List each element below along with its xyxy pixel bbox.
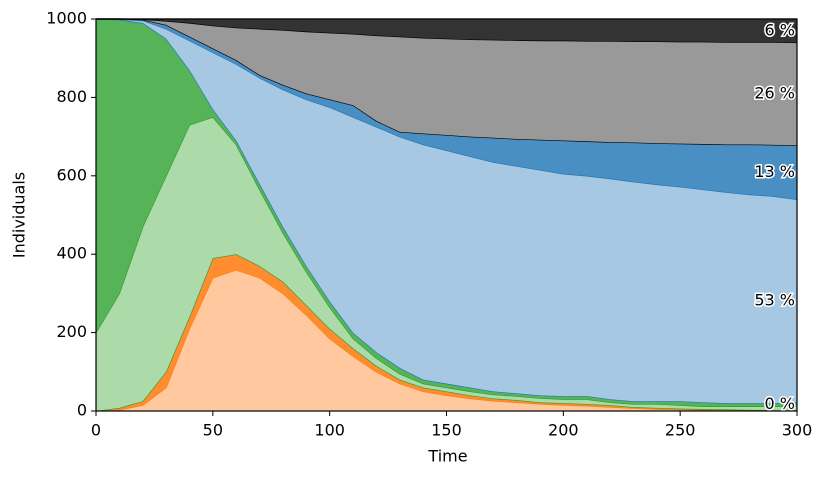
y-tick-label: 1000 bbox=[46, 9, 87, 28]
x-tick-label: 150 bbox=[431, 421, 462, 440]
y-tick-label: 0 bbox=[77, 401, 87, 420]
area bbox=[96, 19, 797, 200]
area bbox=[96, 19, 797, 407]
x-tick-label: 100 bbox=[314, 421, 345, 440]
y-axis-label: Individuals bbox=[10, 172, 29, 258]
y-tick-label: 200 bbox=[56, 322, 87, 341]
x-tick-label: 50 bbox=[203, 421, 223, 440]
x-axis-label: Time bbox=[427, 447, 467, 466]
end-label: 6 % bbox=[765, 20, 795, 39]
area bbox=[96, 19, 797, 404]
area bbox=[96, 269, 797, 411]
end-label: 26 % bbox=[754, 83, 795, 102]
end-label: 0 % bbox=[765, 394, 795, 413]
area bbox=[96, 19, 797, 43]
x-tick-label: 300 bbox=[782, 421, 813, 440]
area bbox=[96, 19, 797, 146]
x-tick-label: 250 bbox=[665, 421, 696, 440]
y-tick-label: 800 bbox=[56, 87, 87, 106]
y-tick-label: 400 bbox=[56, 244, 87, 263]
x-tick-label: 200 bbox=[548, 421, 579, 440]
end-label: 53 % bbox=[754, 290, 795, 309]
plot-area bbox=[95, 18, 798, 412]
y-tick-label: 600 bbox=[56, 165, 87, 184]
x-tick-label: 0 bbox=[91, 421, 101, 440]
end-label: 13 % bbox=[754, 162, 795, 181]
